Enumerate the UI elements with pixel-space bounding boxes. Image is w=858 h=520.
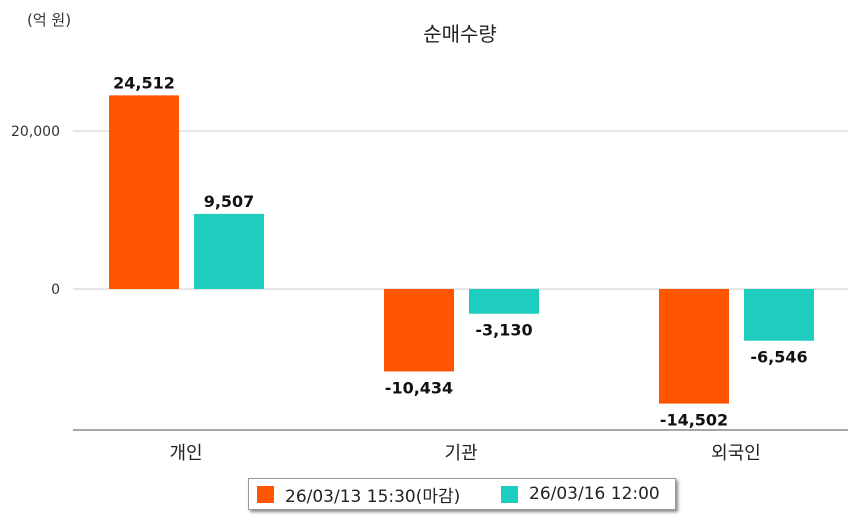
chart-title: 순매수량 — [423, 22, 497, 46]
data-label: -3,130 — [475, 321, 532, 340]
bar — [659, 289, 729, 404]
legend-swatch-series-1 — [257, 485, 274, 503]
bar — [194, 213, 264, 289]
bar — [384, 289, 454, 372]
legend-label-series-1: 26/03/13 15:30(마감) — [285, 486, 461, 507]
bar — [109, 95, 179, 290]
y-tick-label: 20,000 — [11, 124, 60, 140]
data-label: 9,507 — [204, 192, 255, 211]
legend-item-series-2[interactable]: 26/03/16 12:00 — [501, 483, 660, 505]
x-tick-label: 개인 — [169, 443, 202, 464]
x-tick-label: 외국인 — [711, 443, 761, 464]
data-label: -6,546 — [750, 348, 807, 367]
legend-item-series-1[interactable]: 26/03/13 15:30(마감) — [257, 483, 461, 507]
legend: 26/03/13 15:30(마감) 26/03/16 12:00 — [248, 478, 676, 510]
legend-swatch-series-2 — [501, 485, 518, 503]
y-tick-label: 0 — [51, 282, 60, 298]
unit-label: (억 원) — [27, 11, 72, 29]
data-label: -10,434 — [385, 378, 453, 397]
legend-label-series-2: 26/03/16 12:00 — [529, 484, 660, 504]
data-label: 24,512 — [113, 73, 175, 92]
x-tick-label: 기관 — [444, 443, 477, 464]
bar — [744, 289, 814, 341]
bar — [469, 289, 539, 314]
data-label: -14,502 — [660, 411, 728, 430]
